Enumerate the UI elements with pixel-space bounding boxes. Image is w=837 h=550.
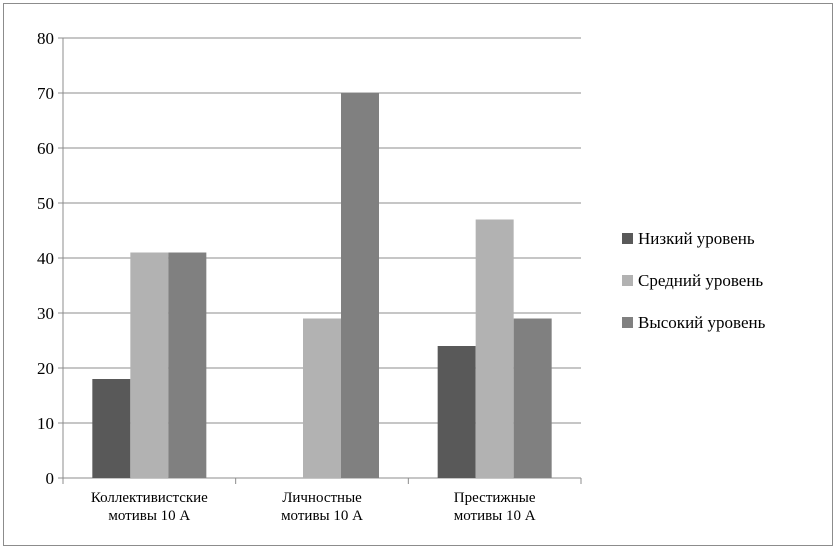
bar-3-series-2: [475, 219, 514, 478]
y-tick-label: 50: [37, 194, 54, 213]
legend-swatch-3: [622, 317, 633, 328]
category-label: Престижные: [454, 490, 536, 506]
y-tick-label: 30: [37, 304, 54, 323]
category-label: Коллективистские: [91, 490, 208, 506]
bar-3-series-3: [513, 318, 552, 478]
y-tick-label: 80: [37, 29, 54, 48]
legend-label-2: Средний уровень: [638, 271, 763, 290]
bar-1-series-3: [168, 252, 207, 478]
category-label: мотивы 10 А: [281, 508, 363, 524]
y-tick-label: 60: [37, 139, 54, 158]
y-tick-label: 10: [37, 414, 54, 433]
bar-3-series-1: [437, 346, 476, 478]
category-label: мотивы 10 А: [454, 508, 536, 524]
category-label: Личностные: [282, 490, 362, 506]
legend-label-3: Высокий уровень: [638, 313, 766, 332]
y-tick-label: 40: [37, 249, 54, 268]
category-label: мотивы 10 А: [108, 508, 190, 524]
legend-swatch-2: [622, 275, 633, 286]
bar-1-series-2: [130, 252, 169, 478]
legend-label-1: Низкий уровень: [638, 229, 755, 248]
y-tick-label: 20: [37, 359, 54, 378]
y-tick-label: 70: [37, 84, 54, 103]
bar-1-series-1: [92, 379, 131, 478]
legend-swatch-1: [622, 233, 633, 244]
y-tick-label: 0: [46, 469, 55, 488]
bar-2-series-2: [303, 318, 341, 478]
bar-2-series-3: [341, 93, 379, 478]
